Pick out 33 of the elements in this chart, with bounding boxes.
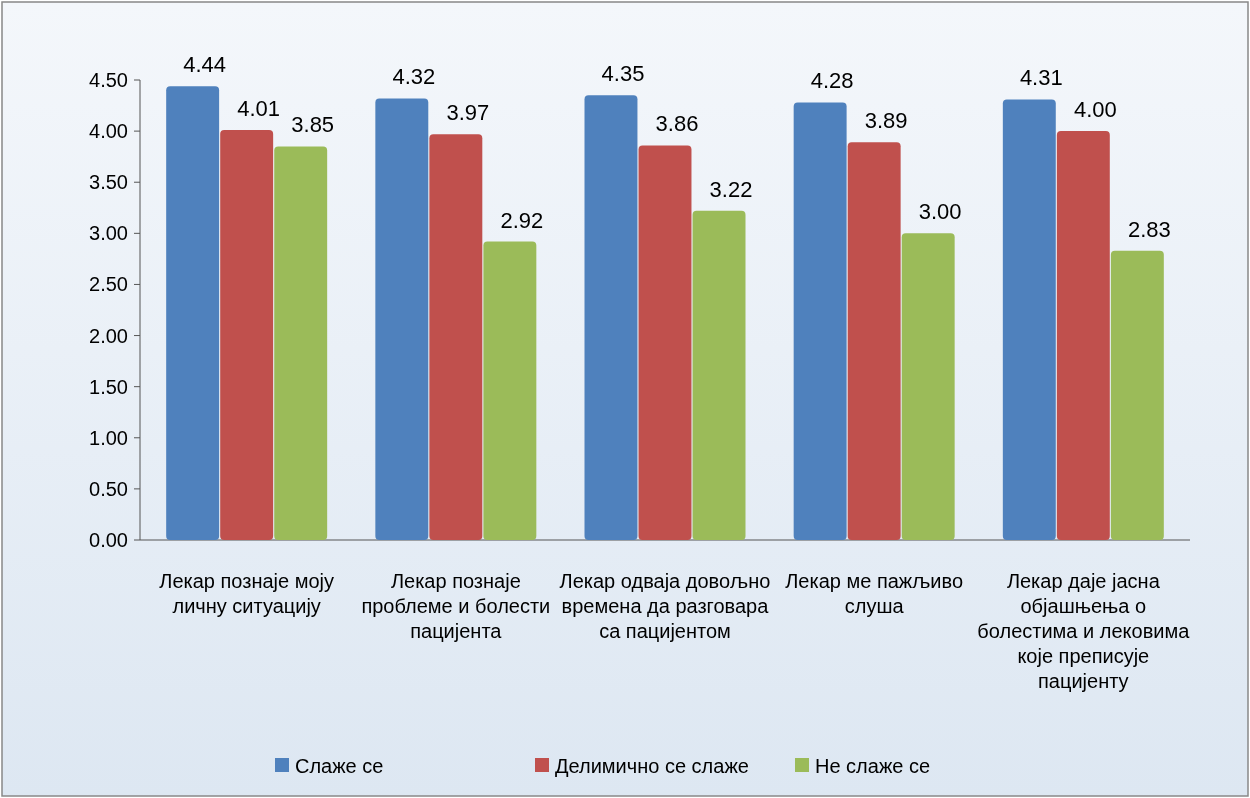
y-tick-label: 1.00 [89, 426, 128, 449]
legend-label: Слаже се [295, 755, 384, 777]
data-label: 3.00 [918, 199, 962, 225]
y-tick-label: 2.00 [89, 324, 128, 347]
y-tick-label: 4.50 [89, 69, 128, 91]
x-tick-label: Лекар познаје проблеме и болести пацијента [361, 570, 551, 642]
legend-label: Делимично се слаже [555, 755, 749, 777]
y-tick-label: 4.00 [89, 120, 128, 143]
data-label: 2.92 [500, 207, 544, 233]
data-label: 3.85 [291, 112, 335, 138]
y-tick-label: 0.50 [89, 477, 128, 500]
data-label: 2.83 [1127, 216, 1171, 242]
legend-label: Не слаже се [815, 755, 931, 777]
y-tick-label: 1.50 [89, 375, 128, 398]
y-tick-label: 2.50 [89, 273, 128, 296]
y-tick-label: 0.00 [89, 529, 128, 551]
x-tick-label: Лекар познаје моју личну ситуацију [159, 570, 335, 617]
data-label: 3.97 [446, 100, 490, 126]
data-label: 4.00 [1073, 97, 1117, 123]
x-tick-label: Лекар даје јасна објашњења о болестима и лековима које преписује пацијенту [977, 570, 1191, 692]
x-tick-label: Лекар ме пажљиво слуша [785, 570, 964, 617]
x-tick-label: Лекар одваја довољно времена да разговара са пацијентом [559, 570, 771, 642]
data-label: 4.28 [810, 68, 854, 94]
data-label: 4.31 [1019, 65, 1063, 91]
data-label: 4.35 [601, 61, 645, 87]
data-label: 4.32 [392, 64, 436, 90]
data-label: 3.86 [655, 111, 699, 137]
y-tick-label: 3.50 [89, 171, 128, 194]
data-label: 4.01 [237, 96, 281, 122]
data-label: 4.44 [183, 52, 227, 78]
data-label: 3.89 [864, 108, 908, 134]
data-label: 3.22 [709, 176, 753, 202]
y-tick-label: 3.00 [89, 222, 128, 245]
